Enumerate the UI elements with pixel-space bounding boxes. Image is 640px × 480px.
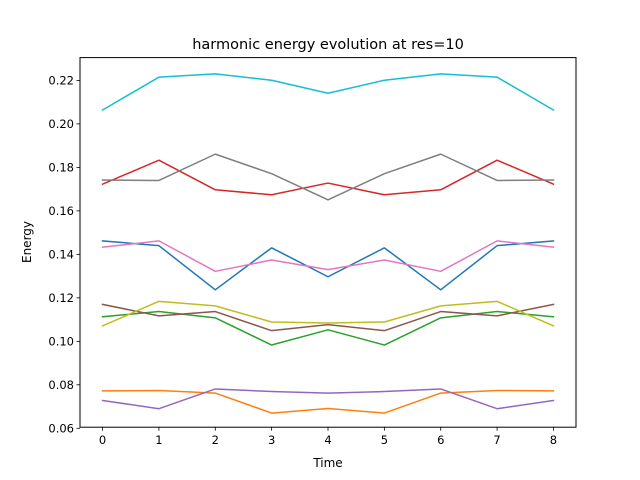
x-tick-label: 0: [99, 433, 106, 447]
series-layer: [101, 73, 555, 414]
x-tick-label: 3: [268, 433, 275, 447]
series-line-3: [101, 310, 555, 346]
x-tick-label: 1: [155, 433, 162, 447]
y-tick-label: 0.06: [48, 421, 74, 435]
series-line-1: [101, 240, 555, 291]
y-tick-label: 0.12: [48, 291, 74, 305]
x-tick-label: 2: [212, 433, 219, 447]
series-line-5: [101, 388, 555, 410]
y-tick-label: 0.22: [48, 73, 74, 87]
series-line-4: [101, 159, 555, 196]
x-tick-label: 6: [437, 433, 444, 447]
x-axis: 0 1 2 3 4 5 6 7 8: [99, 427, 557, 447]
series-line-7: [101, 240, 555, 273]
chart-title: harmonic energy evolution at res=10: [192, 37, 464, 53]
series-line-9: [101, 300, 555, 327]
x-tick-label: 5: [381, 433, 388, 447]
x-tick-label: 8: [550, 433, 557, 447]
y-axis-label: Energy: [20, 221, 34, 263]
x-axis-label: Time: [312, 456, 342, 470]
series-line-6: [101, 303, 555, 332]
series-line-8: [101, 153, 555, 201]
series-line-10: [101, 73, 555, 112]
y-tick-label: 0.10: [48, 334, 74, 348]
x-tick-label: 7: [493, 433, 500, 447]
series-line-2: [101, 389, 555, 414]
y-tick-label: 0.18: [48, 160, 74, 174]
y-tick-label: 0.08: [48, 378, 74, 392]
x-tick-label: 4: [324, 433, 331, 447]
y-tick-label: 0.16: [48, 204, 74, 218]
y-axis: 0.06 0.08 0.10 0.12 0.14 0.16 0.18 0.20 0.22: [48, 73, 80, 435]
y-tick-label: 0.20: [48, 117, 74, 131]
y-tick-label: 0.14: [48, 247, 74, 261]
